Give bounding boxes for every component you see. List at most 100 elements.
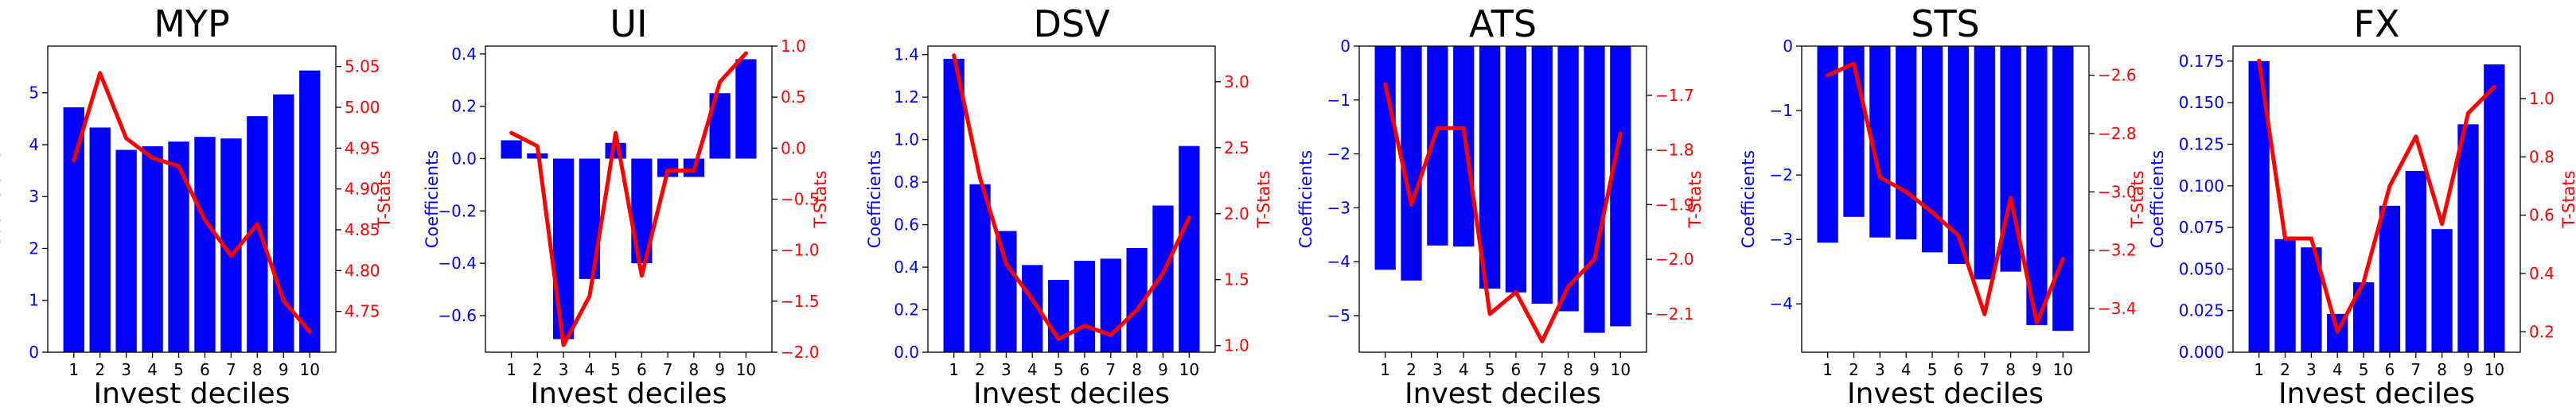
- bar-1: [63, 107, 84, 352]
- x-tick-label: 7: [1105, 360, 1116, 379]
- x-tick-label: 2: [1406, 360, 1417, 379]
- right-tick-label: 0.4: [2529, 264, 2555, 283]
- left-tick-label: 0.100: [2179, 176, 2224, 196]
- bar-10: [2052, 46, 2074, 332]
- right-tick-label: −2.0: [1655, 250, 1694, 269]
- right-tick-label: 0.8: [2529, 147, 2555, 166]
- right-tick-label: 0.0: [781, 138, 806, 157]
- left-tick-label: 0.4: [451, 45, 477, 64]
- x-tick-label: 7: [2410, 360, 2421, 379]
- bar-7: [2405, 170, 2426, 352]
- left-tick-label: 1.4: [894, 45, 919, 64]
- chart-panel-sts: −4 −3 −2 −1 0 −3.4 −3.2 −3.0 −2.8 −2.6 1 2 3 4 5 6 7 8 9 10…: [1739, 2, 2147, 410]
- bar-1: [1817, 46, 1838, 243]
- left-tick-label: 0.4: [894, 258, 919, 277]
- x-tick-label: 1: [949, 360, 959, 379]
- left-tick-label: 0.150: [2179, 93, 2224, 112]
- bar-6: [194, 137, 216, 352]
- right-tick-label: 4.75: [345, 302, 380, 321]
- y-axis-label-left: Coefficients: [2148, 150, 2167, 249]
- bar-2: [89, 127, 111, 352]
- right-tick-label: 0.5: [781, 87, 806, 107]
- left-tick-label: −4: [1327, 252, 1350, 271]
- x-tick-label: 3: [1432, 360, 1443, 379]
- x-tick-label: 10: [736, 360, 756, 379]
- bar-2: [2274, 239, 2296, 352]
- left-tick-label: 0.0: [894, 343, 919, 362]
- x-tick-label: 9: [279, 360, 289, 379]
- x-tick-label: 10: [300, 360, 320, 379]
- y-axis-label-left: Coefficients: [423, 150, 442, 249]
- left-tick-label: 0.2: [894, 301, 919, 320]
- y-axis-label-right: T-Stats: [2559, 170, 2576, 228]
- x-tick-label: 7: [226, 360, 236, 379]
- x-axis-label: Invest deciles: [1847, 378, 2044, 410]
- left-tick-label: 3: [29, 187, 39, 206]
- bar-5: [168, 142, 189, 352]
- x-tick-label: 1: [68, 360, 79, 379]
- x-tick-label: 8: [1563, 360, 1573, 379]
- plot-frame: [47, 45, 337, 353]
- x-tick-label: 5: [1054, 360, 1064, 379]
- x-tick-label: 1: [1380, 360, 1390, 379]
- x-tick-label: 4: [1459, 360, 1469, 379]
- x-tick-label: 1: [506, 360, 516, 379]
- left-tick-label: 0.175: [2179, 52, 2224, 71]
- t-stats-line: [952, 53, 1191, 341]
- x-tick-label: 5: [610, 360, 621, 379]
- x-tick-label: 8: [1132, 360, 1142, 379]
- y-axis-label-right: T-Stats: [375, 170, 394, 228]
- y-axis-label-left: Coefficients: [1739, 150, 1758, 249]
- x-tick-label: 9: [1589, 360, 1600, 379]
- x-axis-label: Invest deciles: [973, 378, 1170, 410]
- x-axis-label: Invest deciles: [2278, 378, 2475, 410]
- chart-title: ATS: [1469, 2, 1537, 45]
- y-axis-label-left: Coefficients: [0, 150, 4, 249]
- x-tick-label: 4: [147, 360, 158, 379]
- chart-panel-ats: −5 −4 −3 −2 −1 0 −2.1 −2.0 −1.9 −1.8 −1.7 1 2 3 4 5 6 7 8 9…: [1296, 2, 1705, 410]
- left-tick-label: 0: [1340, 37, 1350, 56]
- bar-7: [1531, 46, 1553, 304]
- x-tick-label: 9: [2032, 360, 2042, 379]
- bar-1: [501, 140, 522, 159]
- x-tick-label: 9: [715, 360, 725, 379]
- x-tick-label: 2: [532, 360, 543, 379]
- bar-9: [2026, 46, 2048, 325]
- x-tick-label: 1: [2254, 360, 2264, 379]
- x-tick-label: 8: [2005, 360, 2016, 379]
- bar-10: [1610, 46, 1631, 327]
- bar-10: [299, 70, 321, 352]
- x-tick-label: 7: [1979, 360, 1989, 379]
- bar-8: [2431, 229, 2453, 352]
- right-tick-label: 2.5: [1224, 138, 1249, 157]
- y-axis-label-right: T-Stats: [811, 170, 830, 228]
- left-tick-label: 5: [29, 83, 39, 103]
- right-tick-label: −1.8: [1655, 141, 1694, 160]
- x-tick-label: 10: [2053, 360, 2073, 379]
- right-tick-label: −3.2: [2098, 241, 2137, 260]
- bar-2: [969, 184, 991, 352]
- right-tick-label: −1.0: [781, 241, 820, 260]
- right-tick-label: −1.7: [1655, 86, 1694, 105]
- right-tick-label: −3.0: [2098, 182, 2137, 201]
- x-tick-label: 10: [2484, 360, 2504, 379]
- right-tick-label: −1.9: [1655, 195, 1694, 214]
- x-axis-label: Invest deciles: [1405, 378, 1601, 410]
- chart-panel-ui: −0.6 −0.4 −0.2 0.0 0.2 0.4 −2.0 −1.5 −1.0 −0.5 0.0…: [423, 2, 830, 410]
- x-tick-label: 10: [1611, 360, 1631, 379]
- right-tick-label: −2.1: [1655, 304, 1694, 324]
- left-tick-label: 2: [29, 239, 39, 258]
- bar-1: [1374, 46, 1396, 270]
- bar-10: [1179, 145, 1200, 352]
- x-axis-label: Invest deciles: [531, 378, 727, 410]
- plot-frame: [2232, 45, 2521, 353]
- x-tick-label: 9: [1158, 360, 1168, 379]
- x-tick-label: 4: [1901, 360, 1912, 379]
- bar-3: [996, 231, 1017, 352]
- plot-frame: [927, 45, 1216, 353]
- left-tick-label: 4: [29, 135, 39, 154]
- left-tick-label: −1: [1770, 101, 1793, 120]
- right-tick-label: −2.8: [2098, 124, 2137, 143]
- x-tick-label: 5: [1927, 360, 1938, 379]
